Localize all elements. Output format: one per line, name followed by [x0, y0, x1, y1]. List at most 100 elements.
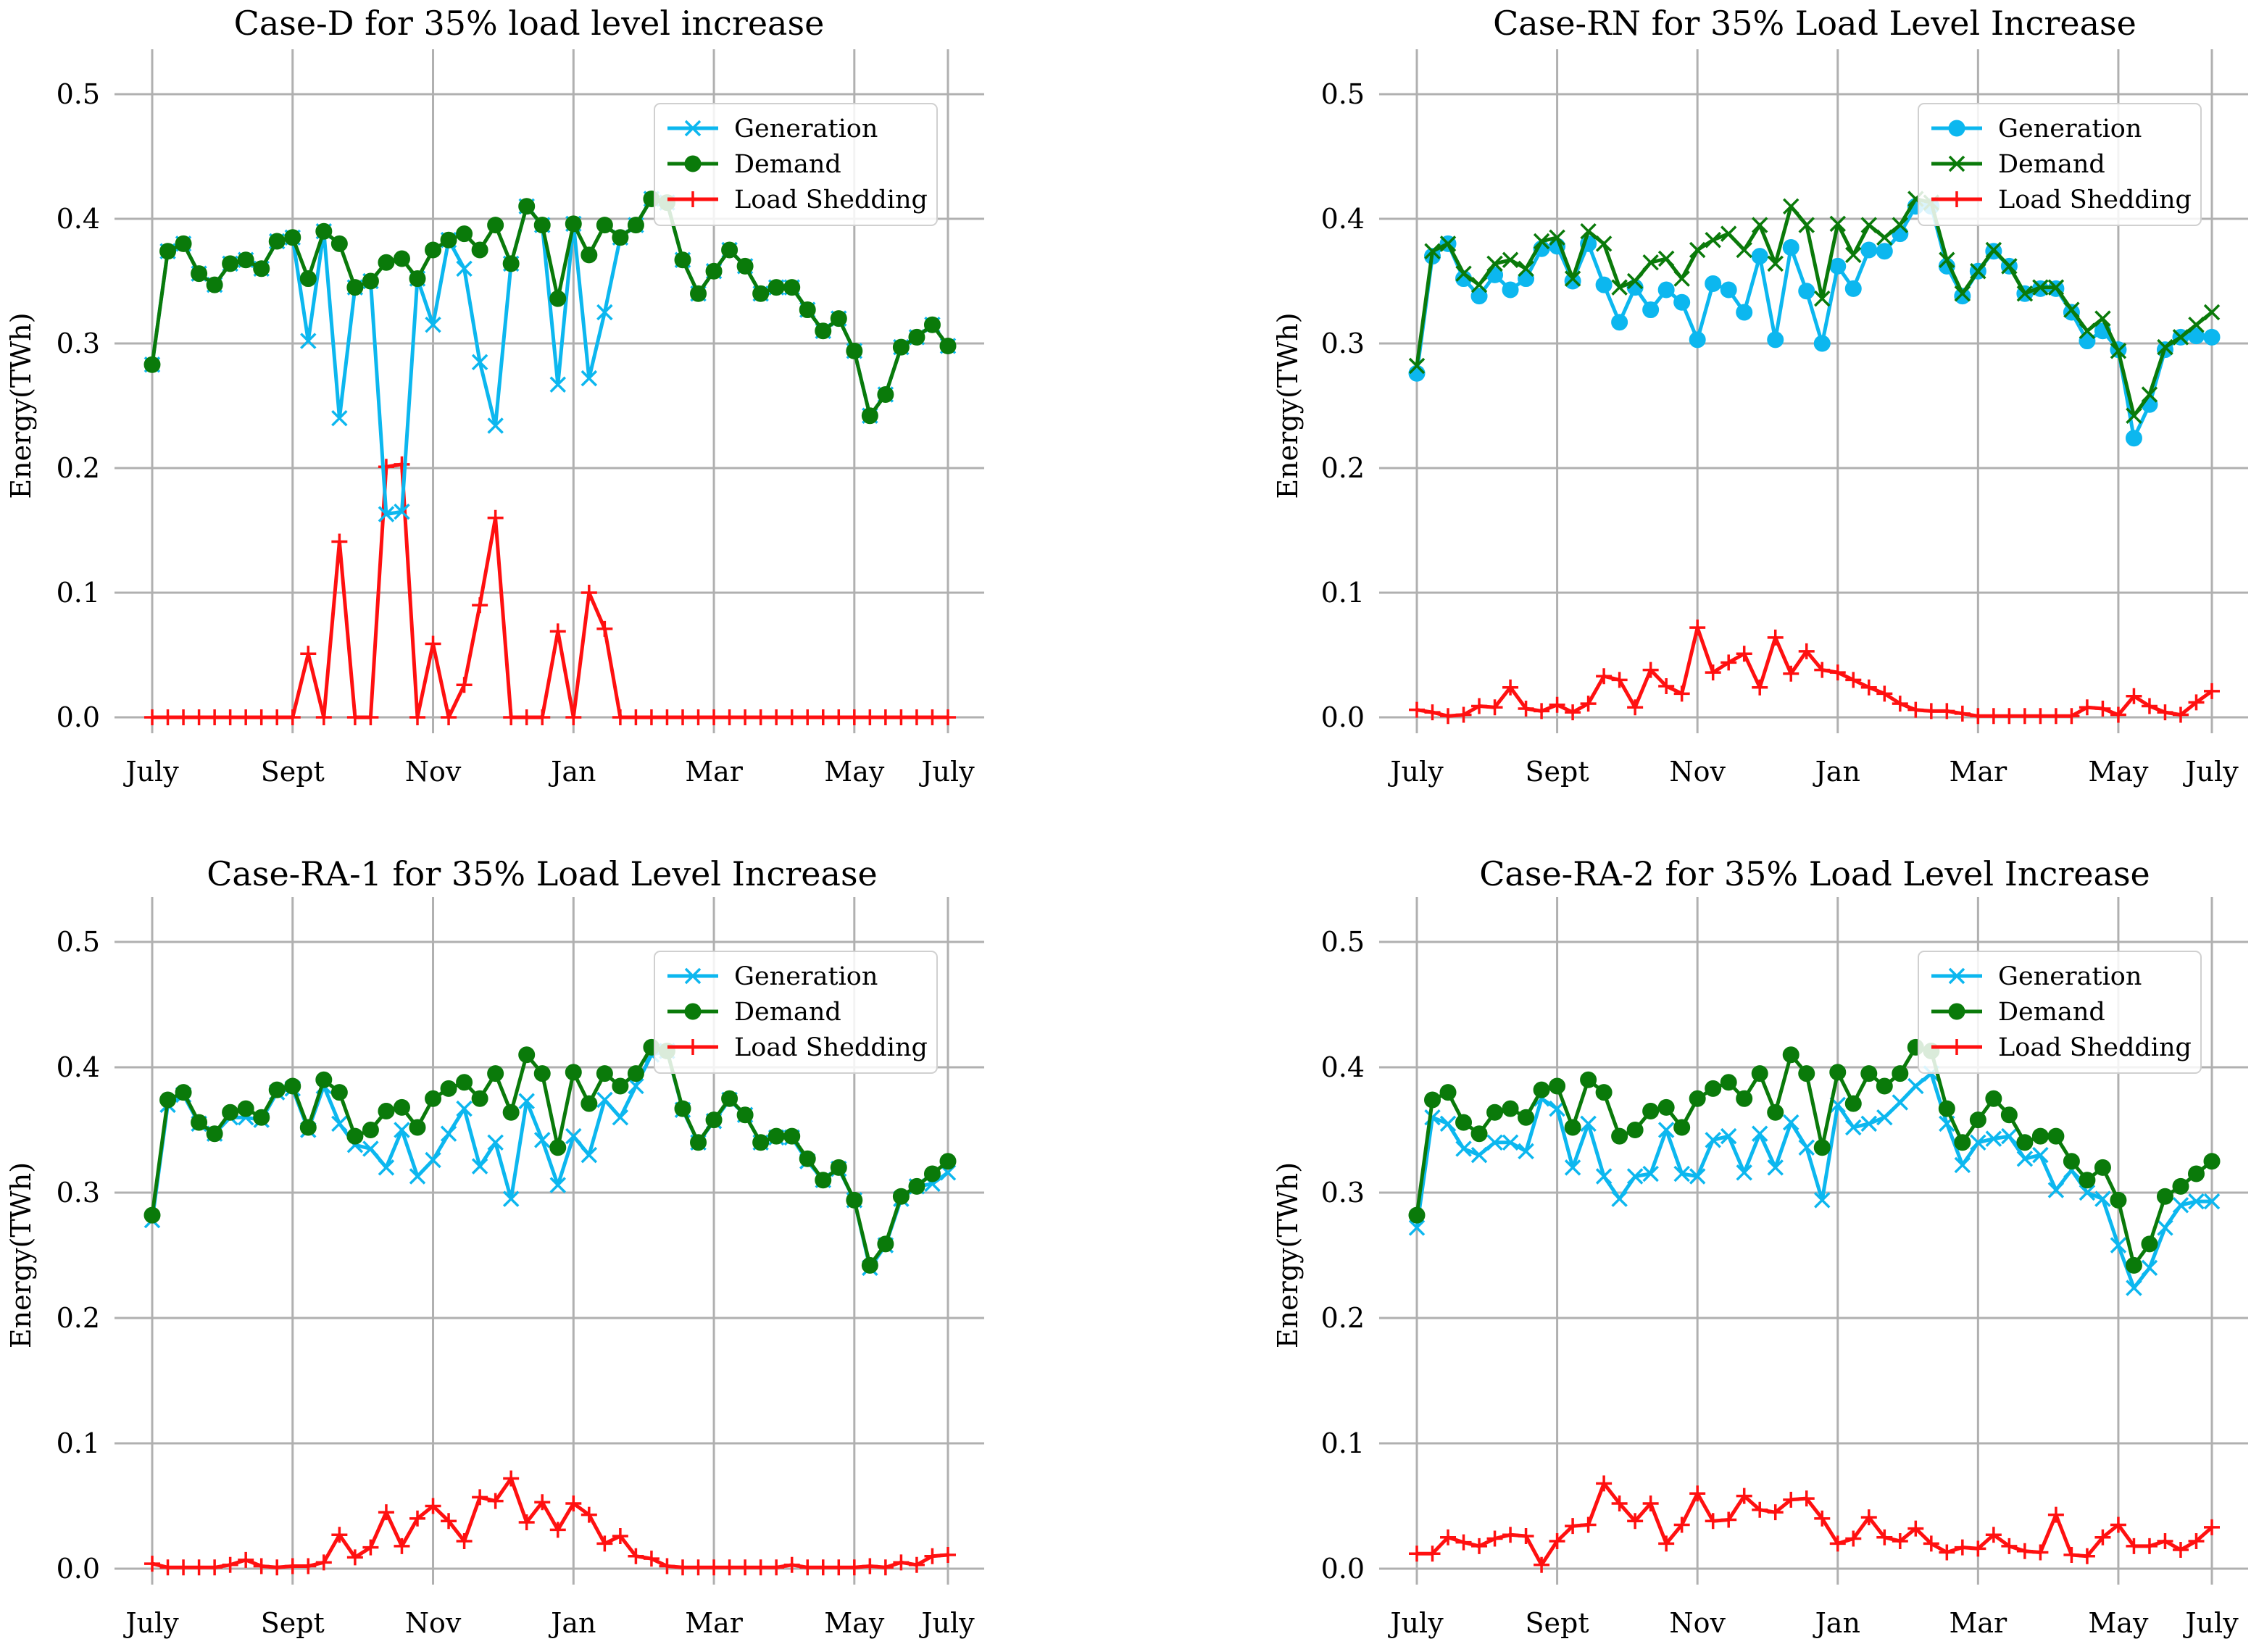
data-point [2032, 1146, 2049, 1164]
data-point [908, 1556, 925, 1573]
data-point [581, 370, 598, 387]
data-point [783, 709, 800, 725]
data-point [222, 255, 239, 272]
data-point [1455, 706, 1472, 723]
data-point [1502, 679, 1519, 696]
data-point [1798, 283, 1815, 300]
data-point [1829, 664, 1846, 681]
y-tick-label: 0.0 [1321, 1553, 1365, 1585]
x-tick-label: Sept [1526, 756, 1589, 788]
data-point [1611, 279, 1628, 296]
data-point [767, 1127, 785, 1145]
data-point [1798, 643, 1815, 659]
data-point [456, 1074, 473, 1091]
legend-label: Load Shedding [1998, 185, 2192, 214]
data-point [612, 1528, 628, 1545]
data-point [159, 243, 177, 260]
data-point [565, 1127, 582, 1145]
data-point [2204, 683, 2220, 699]
data-point [1845, 672, 1862, 688]
legend-label: Generation [734, 114, 878, 143]
data-point [705, 1111, 723, 1129]
data-point [2094, 1159, 2111, 1176]
data-point [441, 709, 457, 725]
data-point [253, 260, 270, 278]
data-point [1970, 708, 1986, 725]
data-point [2126, 1538, 2142, 1554]
data-point [799, 1559, 816, 1576]
data-point [2157, 1532, 2173, 1549]
x-tick-label: July [2182, 1607, 2239, 1639]
data-point [1876, 685, 1893, 702]
data-point [487, 1134, 504, 1151]
data-point [596, 1535, 613, 1552]
data-point [1689, 1485, 1706, 1502]
data-point [440, 1080, 457, 1097]
series-load-shedding [1409, 1475, 2220, 1573]
data-point [268, 1081, 286, 1098]
y-axis-label: Energy(TWh) [1272, 1162, 1304, 1348]
y-tick-label: 0.0 [57, 701, 100, 733]
data-point [175, 1084, 192, 1101]
data-point [1470, 276, 1488, 293]
y-tick-label: 0.2 [57, 1302, 100, 1334]
data-point [1860, 679, 1877, 696]
data-point [378, 254, 395, 271]
data-point [2204, 1519, 2220, 1535]
data-point [1439, 235, 1457, 252]
data-point [238, 709, 254, 725]
data-point [1580, 1071, 1597, 1088]
data-point [2156, 1188, 2173, 1205]
data-point [1596, 1475, 1613, 1492]
x-tick-label: May [2088, 756, 2149, 788]
data-point [2016, 708, 2033, 725]
data-point [2203, 304, 2221, 321]
legend-label: Generation [1998, 962, 2142, 991]
data-point [441, 1513, 457, 1530]
chart-title: Case-RA-2 for 35% Load Level Increase [1479, 854, 2150, 893]
data-point [767, 279, 785, 296]
data-point [1580, 1115, 1597, 1132]
data-point [643, 709, 660, 725]
data-point [690, 285, 707, 302]
data-point [440, 231, 457, 249]
data-point [222, 1556, 238, 1573]
data-point [846, 1559, 862, 1576]
y-tick-label: 0.2 [1321, 452, 1365, 484]
data-point [1736, 241, 1752, 259]
data-point [362, 1122, 379, 1138]
data-point [206, 1125, 223, 1143]
data-point [175, 235, 192, 252]
data-point [1985, 1527, 2002, 1543]
data-point [1549, 1532, 1565, 1549]
data-point [924, 1548, 941, 1564]
data-point [2032, 279, 2049, 296]
data-point [1954, 1539, 1971, 1556]
data-point [2063, 301, 2080, 318]
data-point [2063, 708, 2080, 725]
data-point [1534, 1556, 1550, 1573]
data-point [596, 217, 613, 234]
data-point [1502, 251, 1519, 268]
data-point [393, 250, 410, 267]
data-point [1502, 1134, 1519, 1151]
data-point [2047, 1127, 2065, 1145]
data-point [1611, 314, 1628, 331]
y-tick-label: 0.5 [1321, 926, 1365, 958]
data-point [440, 1125, 457, 1142]
data-point [1626, 1122, 1644, 1138]
data-point [1798, 1065, 1815, 1082]
data-point [862, 709, 878, 725]
data-point [2126, 688, 2142, 704]
data-point [315, 1071, 333, 1088]
data-point [799, 709, 816, 725]
data-point [1736, 1488, 1752, 1504]
legend-marker [1948, 155, 1965, 172]
data-point [2079, 699, 2095, 716]
data-point [1985, 1090, 2002, 1107]
data-point [362, 1539, 379, 1556]
series-line [151, 1476, 949, 1569]
data-point [1720, 225, 1737, 242]
data-point [830, 1159, 847, 1176]
data-point [1876, 1529, 1893, 1545]
